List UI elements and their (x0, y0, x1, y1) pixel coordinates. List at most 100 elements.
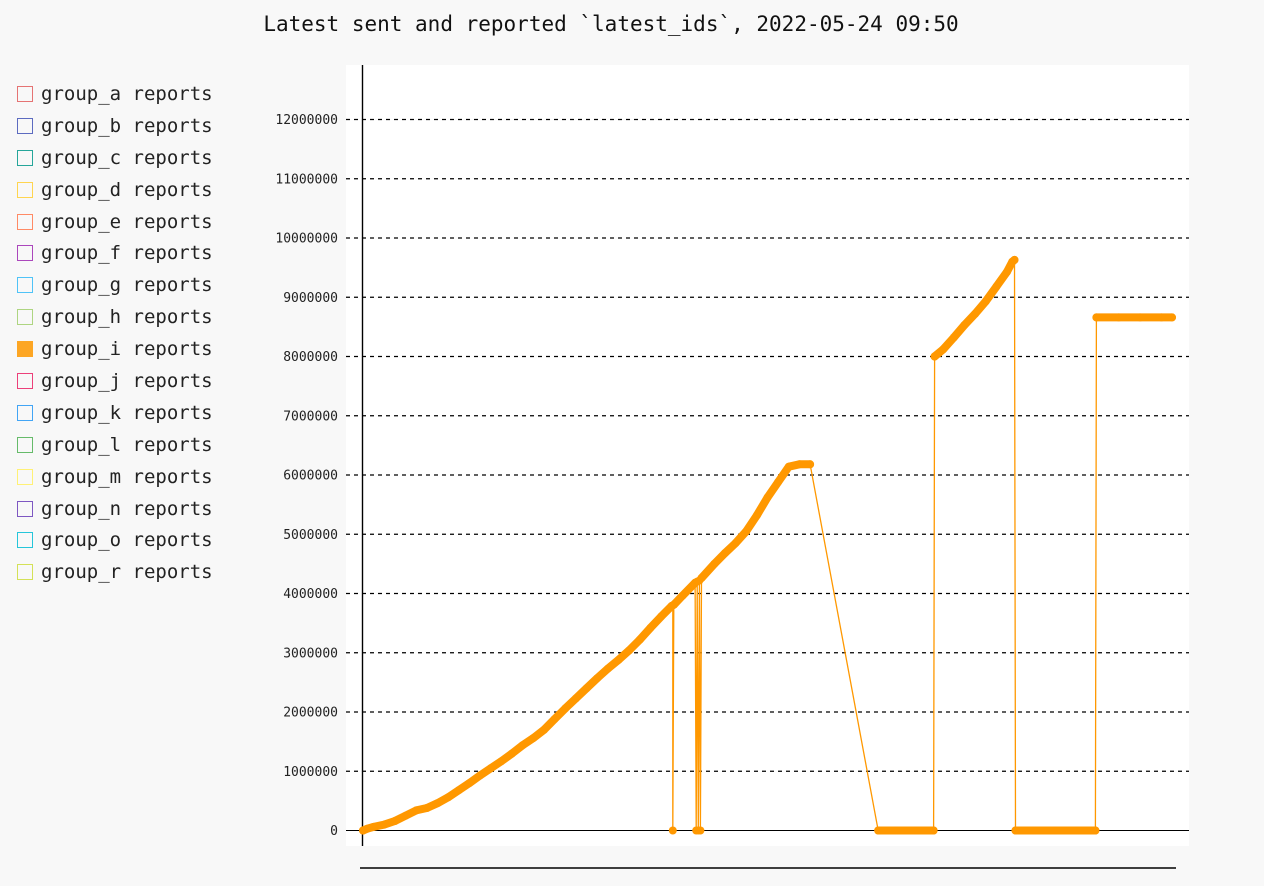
legend-label: group_a reports (41, 82, 213, 105)
legend-swatch (17, 372, 33, 389)
data-point[interactable] (518, 741, 527, 750)
data-point[interactable] (710, 559, 719, 568)
data-point[interactable] (497, 757, 506, 766)
data-point[interactable] (1092, 313, 1101, 322)
legend-swatch (17, 245, 33, 262)
data-point[interactable] (550, 715, 559, 724)
data-point[interactable] (1010, 255, 1019, 264)
data-point[interactable] (454, 786, 463, 795)
data-point[interactable] (363, 824, 372, 833)
data-point[interactable] (891, 826, 900, 835)
data-point[interactable] (603, 664, 612, 673)
legend-item-group-m-reports[interactable]: group_m reports (17, 461, 213, 493)
legend-item-group-r-reports[interactable]: group_r reports (17, 556, 213, 588)
data-point[interactable] (874, 826, 883, 835)
data-point[interactable] (930, 352, 939, 361)
data-point[interactable] (742, 527, 751, 536)
legend-item-group-h-reports[interactable]: group_h reports (17, 301, 213, 333)
legend-label: group_e reports (41, 210, 213, 233)
data-point[interactable] (390, 817, 399, 825)
legend-item-group-a-reports[interactable]: group_a reports (17, 78, 213, 110)
data-point[interactable] (646, 623, 655, 632)
data-point[interactable] (971, 309, 980, 318)
data-point[interactable] (561, 704, 570, 713)
data-point[interactable] (486, 764, 495, 773)
y-tick-label: 12000000 (275, 113, 338, 128)
data-point[interactable] (992, 282, 1001, 291)
data-point[interactable] (476, 771, 485, 780)
data-point[interactable] (1114, 313, 1123, 322)
data-point[interactable] (444, 793, 453, 802)
data-point[interactable] (806, 460, 815, 469)
data-point[interactable] (678, 591, 687, 600)
legend-swatch (17, 213, 33, 230)
legend-item-group-n-reports[interactable]: group_n reports (17, 493, 213, 525)
data-point[interactable] (540, 725, 548, 734)
data-point[interactable] (582, 684, 591, 693)
legend-item-group-e-reports[interactable]: group_e reports (17, 206, 213, 238)
data-point[interactable] (949, 333, 958, 342)
data-point[interactable] (508, 749, 516, 758)
data-point[interactable] (1136, 313, 1145, 322)
data-point[interactable] (697, 574, 706, 583)
data-point[interactable] (369, 822, 378, 831)
data-point[interactable] (529, 734, 538, 743)
data-point[interactable] (1072, 826, 1081, 835)
data-point[interactable] (593, 674, 602, 683)
y-tick-label: 9000000 (283, 291, 338, 306)
legend-item-group-j-reports[interactable]: group_j reports (17, 365, 213, 397)
data-point[interactable] (380, 820, 389, 829)
data-point[interactable] (1157, 313, 1166, 322)
data-point[interactable] (929, 826, 938, 835)
data-point[interactable] (625, 646, 634, 655)
legend-label: group_i reports (41, 338, 213, 361)
data-point[interactable] (657, 612, 666, 621)
y-tick-label: 2000000 (283, 706, 338, 721)
legend-label: group_f reports (41, 242, 213, 265)
legend-swatch (17, 149, 33, 166)
data-point[interactable] (960, 321, 969, 330)
legend-item-group-g-reports[interactable]: group_g reports (17, 269, 213, 301)
data-point[interactable] (1091, 826, 1100, 835)
data-point[interactable] (669, 600, 678, 609)
legend-item-group-c-reports[interactable]: group_c reports (17, 142, 213, 174)
data-point[interactable] (784, 462, 793, 471)
legend-swatch (17, 404, 33, 421)
data-point[interactable] (614, 655, 623, 664)
data-point[interactable] (668, 826, 677, 835)
data-point[interactable] (774, 478, 783, 487)
legend-label: group_m reports (41, 465, 213, 488)
data-point[interactable] (939, 345, 948, 354)
data-point[interactable] (635, 635, 644, 644)
y-tick-label: 4000000 (283, 587, 338, 602)
legend-item-group-i-reports[interactable]: group_i reports (17, 333, 213, 365)
legend-label: group_n reports (41, 497, 213, 520)
data-point[interactable] (795, 460, 804, 469)
chart-title: Latest sent and reported `latest_ids`, 2… (263, 12, 959, 36)
data-point[interactable] (1003, 267, 1011, 276)
data-point[interactable] (1011, 826, 1020, 835)
data-point[interactable] (981, 297, 990, 306)
data-point[interactable] (752, 511, 761, 520)
legend-item-group-l-reports[interactable]: group_l reports (17, 429, 213, 461)
data-point[interactable] (1029, 826, 1038, 835)
data-point[interactable] (401, 811, 410, 820)
data-point[interactable] (763, 493, 772, 502)
data-point[interactable] (1050, 826, 1059, 835)
legend-item-group-b-reports[interactable]: group_b reports (17, 110, 213, 142)
data-point[interactable] (465, 779, 474, 788)
legend-item-group-o-reports[interactable]: group_o reports (17, 524, 213, 556)
data-point[interactable] (422, 804, 431, 812)
legend-item-group-k-reports[interactable]: group_k reports (17, 397, 213, 429)
data-point[interactable] (912, 826, 921, 835)
data-point[interactable] (433, 799, 442, 808)
data-point[interactable] (1168, 313, 1176, 322)
data-point[interactable] (412, 806, 421, 815)
legend-item-group-d-reports[interactable]: group_d reports (17, 174, 213, 206)
data-point[interactable] (571, 694, 580, 703)
legend-item-group-f-reports[interactable]: group_f reports (17, 237, 213, 269)
data-point[interactable] (731, 539, 740, 548)
data-point[interactable] (696, 826, 705, 835)
legend-swatch (17, 436, 33, 453)
data-point[interactable] (720, 549, 729, 558)
